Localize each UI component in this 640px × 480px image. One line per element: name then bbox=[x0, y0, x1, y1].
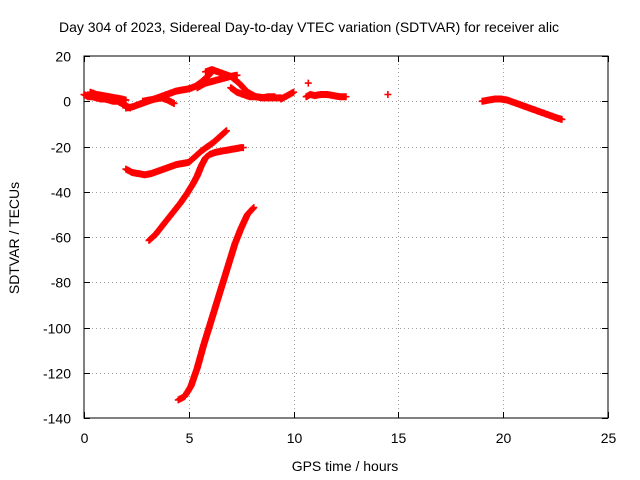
data-point-markers bbox=[277, 88, 298, 103]
y-tick-label: 20 bbox=[55, 49, 71, 65]
x-tick-label: 20 bbox=[496, 430, 512, 446]
series-arc-minus30 bbox=[122, 127, 230, 179]
series-arc-high-6to7 bbox=[202, 66, 241, 80]
data-point-markers bbox=[174, 204, 258, 404]
series-arc-10-outlier bbox=[304, 79, 312, 87]
series-arc-dip-3to4 bbox=[139, 94, 178, 107]
x-tick-label: 15 bbox=[391, 430, 407, 446]
y-tick-label: -20 bbox=[51, 140, 71, 156]
y-tick-label: -120 bbox=[43, 366, 71, 382]
y-tick-label: -140 bbox=[43, 411, 71, 427]
data-point-markers bbox=[304, 79, 312, 87]
data-point-markers bbox=[145, 144, 247, 244]
data-point-markers bbox=[202, 66, 241, 80]
x-tick-label: 25 bbox=[601, 430, 617, 446]
series-arc-minus60-to-minus20 bbox=[145, 144, 247, 244]
data-point-markers bbox=[384, 91, 392, 98]
y-tick-label: -100 bbox=[43, 321, 71, 337]
x-tick-label: 0 bbox=[81, 430, 89, 446]
y-tick-label: -40 bbox=[51, 185, 71, 201]
series-arc-9to10 bbox=[277, 88, 298, 103]
series-arc-minus130-to-minus47 bbox=[174, 204, 258, 404]
data-series bbox=[80, 66, 566, 404]
data-point-markers bbox=[86, 88, 130, 104]
data-point-markers bbox=[139, 94, 178, 107]
data-point-markers bbox=[122, 68, 216, 112]
x-axis-title: GPS time / hours bbox=[292, 458, 399, 474]
axis-ticks: -140 -120 -100 -80 -60 -40 -20 0 20 0 5 10 15 20 25 bbox=[43, 49, 617, 447]
series-arc-evening bbox=[478, 95, 566, 123]
data-point-markers bbox=[478, 95, 566, 123]
series-arc-10to12 bbox=[302, 91, 350, 101]
chart-title: Day 304 of 2023, Sidereal Day-to-day VTE… bbox=[59, 19, 559, 35]
data-point-markers bbox=[302, 91, 350, 101]
x-tick-label: 5 bbox=[186, 430, 194, 446]
y-tick-label: -60 bbox=[51, 230, 71, 246]
series-point-14-5 bbox=[384, 91, 392, 98]
series-arc-7to9 bbox=[227, 84, 279, 102]
data-point-markers bbox=[122, 127, 230, 179]
series-arc-main-near-zero-b bbox=[86, 88, 130, 104]
series-arc-rise-2to6 bbox=[122, 68, 216, 112]
y-tick-label: -80 bbox=[51, 275, 71, 291]
data-point-markers bbox=[227, 84, 279, 102]
y-tick-label: 0 bbox=[63, 94, 71, 110]
y-axis-title: SDTVAR / TECUs bbox=[6, 182, 22, 294]
x-tick-label: 10 bbox=[287, 430, 303, 446]
